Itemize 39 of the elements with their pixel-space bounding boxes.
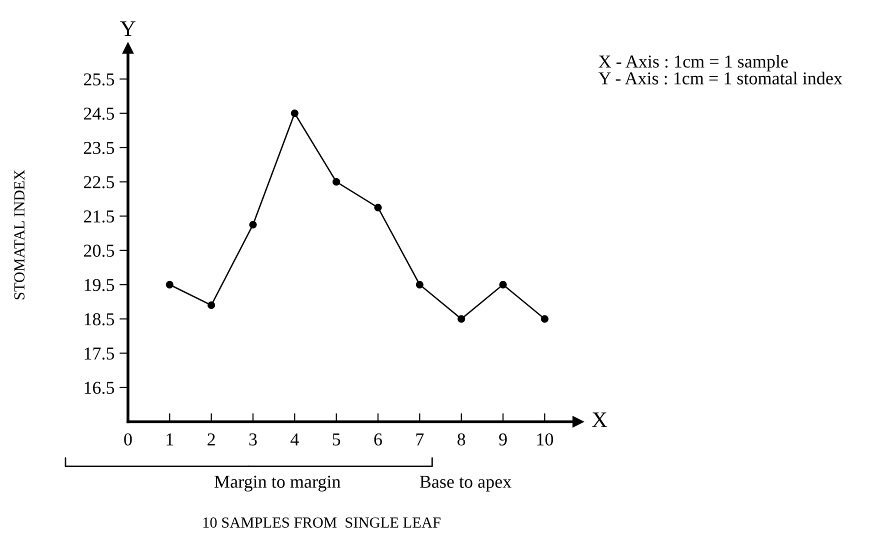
y-tick-label: 19.5 xyxy=(84,278,114,292)
x-tick-label: 3 xyxy=(249,433,257,446)
x-tick-label: 9 xyxy=(499,433,507,446)
point xyxy=(374,204,382,212)
x-tick-label: 0 xyxy=(124,433,132,446)
point xyxy=(249,220,257,228)
x-tick-label: 10 xyxy=(537,433,554,446)
x-tick-label: 2 xyxy=(208,433,215,446)
point xyxy=(166,280,174,288)
point xyxy=(416,280,424,288)
x-tick-label: 7 xyxy=(416,434,424,446)
y-tick-label: 23.5 xyxy=(84,142,114,154)
text: X xyxy=(592,412,608,428)
y-axis-title: STOMATAL INDEX xyxy=(14,170,25,300)
text: Margin to margin xyxy=(214,476,340,492)
y-tick-label: 21.5 xyxy=(84,210,114,223)
y-tick-label: 22.5 xyxy=(84,176,114,188)
point xyxy=(458,315,466,323)
y-tick-label: 25.5 xyxy=(84,73,114,86)
text: Y - Axis : 1cm = 1 stomatal index xyxy=(598,72,842,85)
point xyxy=(540,315,549,323)
point xyxy=(290,109,298,118)
text: Y xyxy=(120,21,136,36)
x-axis-title: 10 SAMPLES FROM SINGLE LEAF xyxy=(203,517,440,528)
text: X - Axis : 1cm = 1 sample xyxy=(598,54,788,72)
y-tick-label: 24.5 xyxy=(84,108,114,120)
y-tick-label: 20.5 xyxy=(84,244,114,257)
y-tick-label: 16.5 xyxy=(84,382,114,394)
point xyxy=(499,280,507,288)
point xyxy=(208,301,216,310)
x-tick-label: 4 xyxy=(290,433,299,446)
text: Base to apex xyxy=(420,476,512,492)
x-tick-label: 5 xyxy=(332,434,340,446)
point xyxy=(332,178,340,186)
x-tick-label: 1 xyxy=(166,433,174,446)
y-tick-label: 18.5 xyxy=(84,313,114,326)
y-tick-label: 17.5 xyxy=(84,348,114,360)
x-tick-label: 8 xyxy=(458,433,466,446)
x-tick-label: 6 xyxy=(374,433,382,446)
